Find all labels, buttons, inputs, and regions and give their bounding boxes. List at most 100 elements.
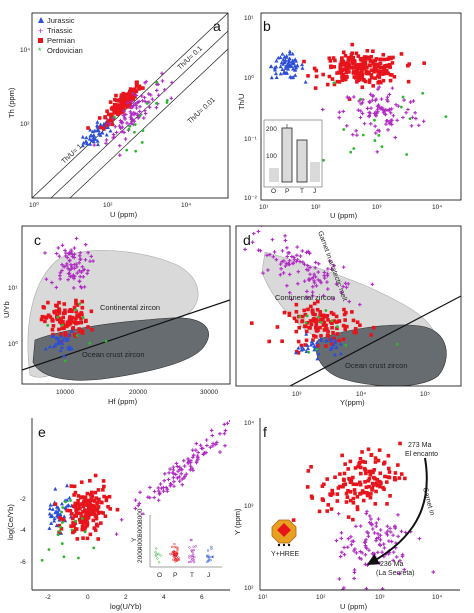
point-e-triassic [167, 471, 171, 475]
point-c-ordovician [61, 323, 64, 327]
point-b-triassic [408, 100, 413, 104]
point-e-ordovician [62, 555, 66, 559]
point-e-ordovician [60, 542, 64, 545]
point-b-jurassic [300, 66, 305, 70]
point-a-triassic [117, 143, 122, 148]
point-b-triassic [396, 104, 401, 109]
point-e-permian [83, 525, 88, 529]
point-b-triassic [341, 109, 346, 114]
point-b-jurassic [283, 66, 288, 70]
panel-c-letter: c [34, 232, 41, 248]
point-a-permian [127, 97, 131, 101]
point-d-ordovician [298, 315, 302, 319]
point-f-permian [358, 482, 363, 487]
point-b-permian [339, 71, 344, 76]
point-d-triassic [266, 268, 270, 272]
point-d-triassic [321, 293, 326, 298]
point-c-triassic [57, 254, 62, 258]
point-b-triassic [358, 115, 363, 120]
point-f-permian [372, 475, 376, 480]
point-a-triassic [131, 91, 135, 96]
point-a-ordovician [128, 124, 132, 128]
point-e-triassic [182, 464, 187, 468]
point-c-triassic [75, 265, 79, 269]
point-b-permian [388, 72, 393, 77]
point-b-jurassic [287, 59, 292, 64]
point-d-permian [309, 304, 313, 309]
point-d-triassic [282, 259, 286, 263]
point-f-triassic [359, 557, 364, 561]
point-b-jurassic [287, 49, 292, 54]
point-b-triassic [368, 122, 373, 126]
point-f-permian [396, 463, 400, 467]
point-e-permian [103, 514, 108, 518]
point-b-triassic [345, 95, 350, 99]
point-d-ordovician [307, 350, 311, 354]
inset-b-box-p [281, 127, 293, 183]
point-d-triassic [312, 272, 316, 277]
point-f-permian [388, 494, 392, 498]
point-e-jurassic [65, 483, 70, 488]
point-b-permian [367, 70, 371, 75]
label-thu-0.1: Th/U= 0.1 [177, 45, 204, 71]
point-d-permian [372, 325, 376, 330]
point-e-triassic [209, 428, 214, 433]
point-f-triassic [374, 524, 379, 528]
point-b-permian [342, 62, 346, 67]
label-273ma: 273 Ma [408, 442, 431, 449]
point-d-permian [315, 307, 320, 312]
point-e-permian [69, 524, 73, 528]
point-a-ordovician [145, 102, 149, 105]
point-b-triassic [370, 98, 375, 103]
point-d-jurassic [329, 338, 334, 343]
point-b-jurassic [282, 54, 287, 59]
point-c-ordovician [46, 323, 50, 327]
panel-f: Garnet in 273 Ma El encanto 236 Ma (La S… [233, 418, 460, 611]
point-f-triassic [339, 536, 344, 541]
point-b-triassic [410, 115, 415, 120]
point-e-triassic [114, 532, 119, 536]
point-e-jurassic [58, 512, 63, 517]
point-b-permian [365, 65, 369, 70]
point-a-ordovician [140, 141, 144, 144]
point-c-permian [40, 314, 45, 319]
yhree-dot-1 [277, 543, 281, 547]
point-b-jurassic [281, 57, 286, 62]
point-b-triassic [356, 108, 361, 112]
point-a-ordovician [133, 123, 137, 126]
point-d-permian [329, 310, 334, 315]
point-d-permian [331, 312, 336, 316]
inset-e-bg [140, 515, 222, 571]
point-c-triassic [81, 275, 86, 279]
point-a-triassic [169, 96, 174, 101]
point-d-permian [303, 324, 308, 329]
point-f-triassic [372, 531, 377, 535]
panel-e-ytick-2: -2 [20, 496, 26, 503]
point-c-triassic [85, 271, 89, 276]
point-c-triassic [60, 243, 65, 248]
point-a-jurassic [90, 129, 95, 134]
point-f-permian [366, 447, 371, 452]
point-e-jurassic [47, 526, 52, 530]
point-e-permian [75, 507, 80, 511]
point-a-triassic [160, 71, 164, 76]
point-c-permian [63, 324, 68, 328]
panel-f-ytick-2: 10⁴ [244, 420, 254, 427]
point-e-triassic [176, 469, 180, 474]
point-b-permian [360, 85, 365, 90]
point-b-permian [313, 86, 318, 90]
point-b-jurassic [272, 65, 277, 70]
point-b-permian [360, 75, 364, 80]
panel-f-ylabel: Y (ppm) [233, 508, 242, 535]
point-f-triassic [358, 524, 363, 528]
point-c-permian [80, 299, 85, 304]
panel-b-ytick-0: 10⁻² [244, 195, 258, 202]
point-a-permian [120, 101, 124, 105]
point-f-triassic [396, 534, 400, 539]
point-f-triassic [360, 551, 364, 555]
point-d-permian [326, 333, 330, 338]
point-f-triassic [337, 577, 342, 581]
point-c-triassic [44, 277, 49, 282]
point-f-triassic [346, 536, 351, 541]
point-b-permian [340, 58, 344, 62]
